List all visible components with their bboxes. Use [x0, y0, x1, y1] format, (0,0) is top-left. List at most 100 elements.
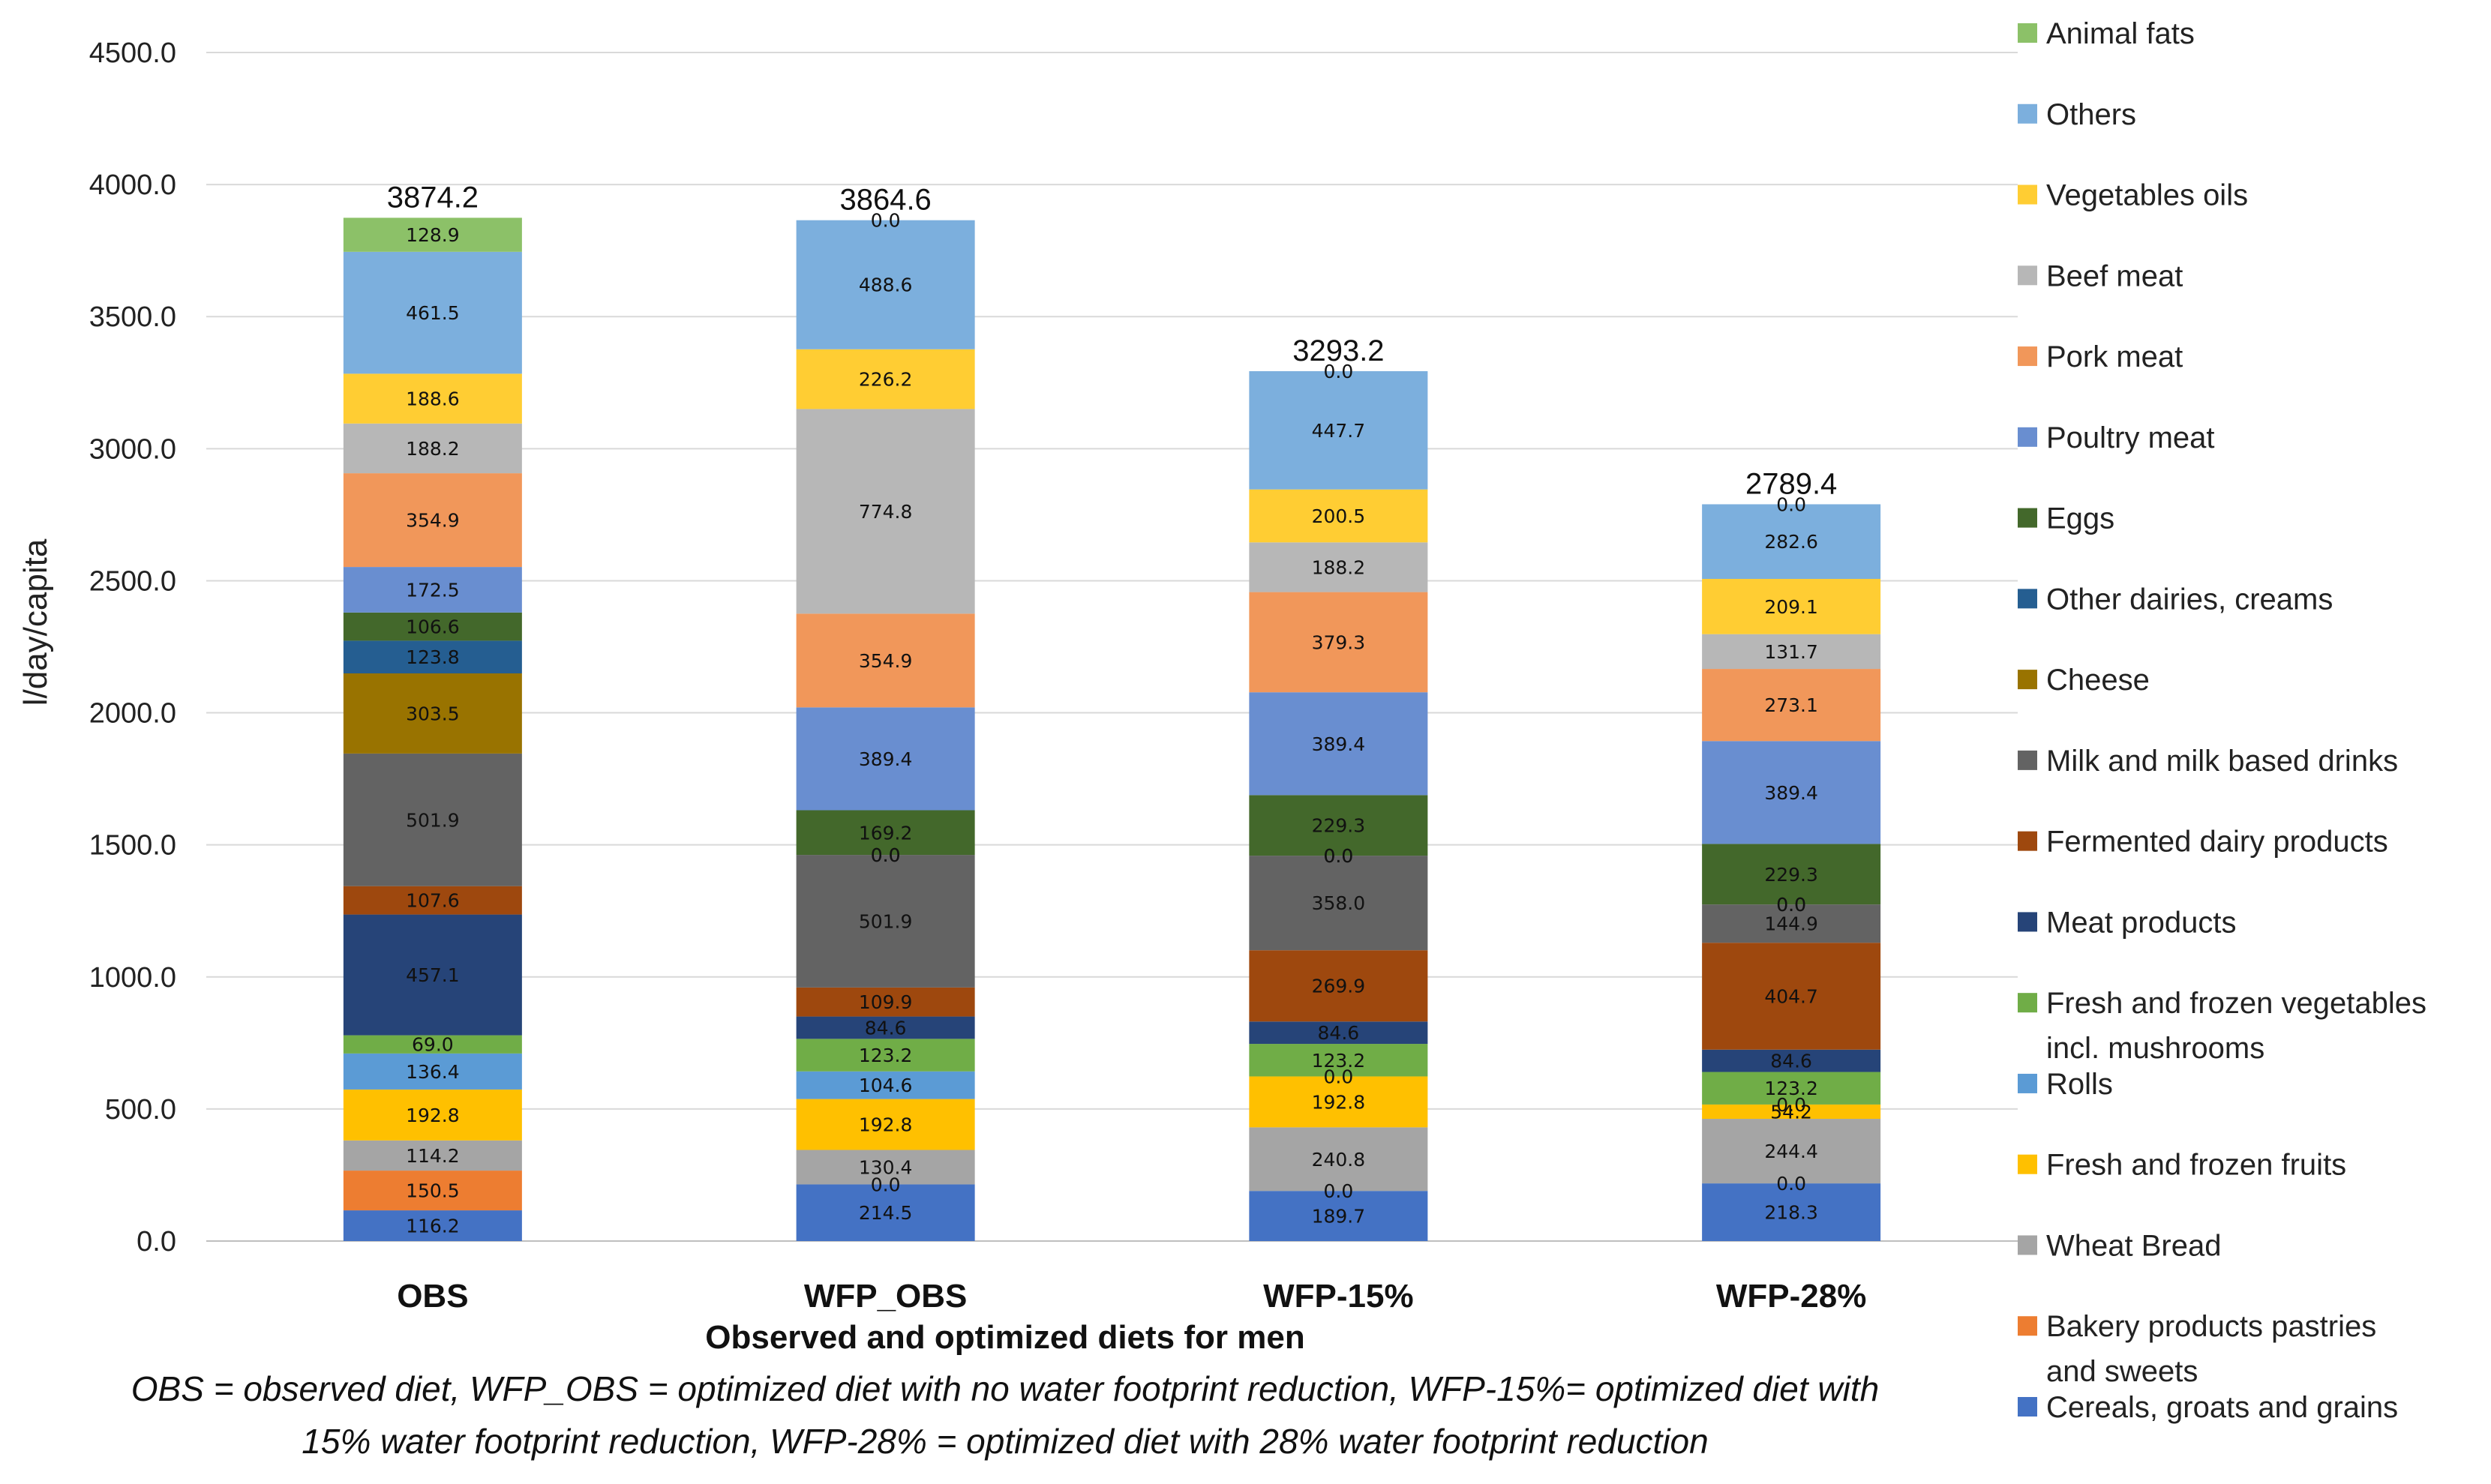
bar-segment-wfp-obs-fresh-and-frozen-vegetables-incl-mushrooms [796, 1039, 975, 1072]
bar-segment-wfp-28-poultry-meat [1702, 741, 1881, 844]
bar-segment-obs-other-dairies-creams [343, 640, 522, 674]
axes: l/day/capita Observed and optimized diet… [17, 37, 1866, 1356]
legend-label-vegetables-oils: Vegetables oils [2046, 179, 2248, 212]
y-tick-label: 0.0 [137, 1226, 176, 1258]
legend-swatch-vegetables-oils [2018, 184, 2037, 205]
y-tick-label: 1500.0 [89, 830, 176, 862]
bar-segment-wfp-obs-rolls [796, 1071, 975, 1099]
total-label-wfp-15: 3293.2 [1292, 334, 1384, 367]
x-tick-label-wfp-28: WFP-28% [1716, 1278, 1866, 1315]
data-label-wfp-obs-eggs: 169.2 [859, 822, 913, 844]
bar-segment-obs-cheese [343, 673, 522, 754]
y-tick-label: 2500.0 [89, 565, 176, 597]
data-label-wfp-obs-fermented-dairy-products: 109.9 [859, 991, 913, 1013]
bar-segment-obs-vegetables-oils [343, 373, 522, 424]
bar-segment-wfp-28-wheat-bread [1702, 1119, 1881, 1184]
bar-segment-wfp-obs-fermented-dairy-products [796, 987, 975, 1017]
data-label-wfp-obs-beef-meat: 774.8 [859, 501, 913, 523]
data-label-wfp-obs-pork-meat: 354.9 [859, 650, 913, 672]
x-axis-title: Observed and optimized diets for men [705, 1319, 1304, 1356]
legend-label-bakery-products-pastries-and-sweets-line-2: and sweets [2046, 1355, 2198, 1388]
legend-swatch-meat-products [2018, 912, 2037, 932]
data-label-obs-fresh-and-frozen-fruits: 192.8 [406, 1105, 460, 1126]
data-label-wfp-obs-rolls: 104.6 [859, 1075, 913, 1096]
legend-label-bakery-products-pastries-and-sweets: Bakery products pastries [2046, 1310, 2376, 1343]
data-label-wfp-15-meat-products: 84.6 [1318, 1022, 1360, 1044]
data-label-obs-bakery-products-pastries-and-sweets: 150.5 [406, 1180, 460, 1202]
legend-swatch-other-dairies-creams [2018, 589, 2037, 609]
bar-segment-obs-wheat-bread [343, 1140, 522, 1171]
y-tick-label: 4500.0 [89, 37, 176, 69]
bar-segment-wfp-obs-beef-meat [796, 409, 975, 614]
legend-swatch-cereals-groats-and-grains [2018, 1397, 2037, 1417]
data-label-obs-pork-meat: 354.9 [406, 510, 460, 532]
data-label-wfp-28-fresh-and-frozen-vegetables-incl-mushrooms: 123.2 [1764, 1078, 1818, 1099]
data-label-obs-vegetables-oils: 188.6 [406, 388, 460, 410]
data-label-wfp-obs-other-dairies-creams: 0.0 [871, 844, 901, 866]
bars [343, 217, 1881, 1241]
data-label-wfp-15-bakery-products-pastries-and-sweets: 0.0 [1323, 1180, 1353, 1202]
legend-swatch-wheat-bread [2018, 1235, 2037, 1255]
data-label-wfp-15-milk-and-milk-based-drinks: 358.0 [1312, 892, 1366, 914]
data-label-wfp-obs-cereals-groats-and-grains: 214.5 [859, 1202, 913, 1224]
legend-label-poultry-meat: Poultry meat [2046, 421, 2215, 454]
total-label-obs: 3874.2 [387, 181, 479, 214]
data-label-wfp-15-others: 447.7 [1312, 420, 1366, 442]
data-label-wfp-obs-others: 488.6 [859, 274, 913, 296]
data-label-wfp-28-cheese: 0.0 [1776, 894, 1806, 916]
bar-segment-wfp-15-fresh-and-frozen-fruits [1249, 1076, 1428, 1128]
data-label-wfp-15-animal-fats: 0.0 [1323, 361, 1353, 382]
bar-segment-wfp-28-milk-and-milk-based-drinks [1702, 904, 1881, 943]
bar-segment-wfp-28-pork-meat [1702, 669, 1881, 742]
data-label-wfp-obs-animal-fats: 0.0 [871, 210, 901, 232]
legend: Animal fats Others Vegetables oils Beef mea… [2018, 17, 2426, 1424]
legend-label-eggs: Eggs [2046, 502, 2114, 535]
caption-line-2: 15% water footprint reduction, WFP-28% =… [302, 1422, 1708, 1461]
x-tick-label-obs: OBS [397, 1278, 468, 1315]
bar-segment-wfp-15-vegetables-oils [1249, 489, 1428, 543]
data-label-obs-others: 461.5 [406, 302, 460, 324]
data-label-obs-beef-meat: 188.2 [406, 438, 460, 460]
data-label-wfp-obs-vegetables-oils: 226.2 [859, 369, 913, 391]
data-label-wfp-28-milk-and-milk-based-drinks: 144.9 [1764, 913, 1818, 935]
data-label-wfp-obs-fresh-and-frozen-fruits: 192.8 [859, 1114, 913, 1136]
data-label-wfp-28-other-dairies-creams: 0.0 [1776, 894, 1806, 916]
data-label-wfp-28-vegetables-oils: 209.1 [1764, 596, 1818, 618]
data-label-obs-rolls: 136.4 [406, 1061, 460, 1083]
bar-segment-obs-rolls [343, 1053, 522, 1090]
data-label-wfp-15-wheat-bread: 240.8 [1312, 1149, 1366, 1171]
bar-segment-wfp-15-beef-meat [1249, 542, 1428, 592]
data-label-wfp-28-others: 282.6 [1764, 531, 1818, 553]
bar-segment-obs-fresh-and-frozen-fruits [343, 1089, 522, 1141]
bar-segment-wfp-28-vegetables-oils [1702, 579, 1881, 634]
data-label-wfp-28-cereals-groats-and-grains: 218.3 [1764, 1202, 1818, 1224]
legend-label-pork-meat: Pork meat [2046, 340, 2183, 373]
y-tick-label: 2000.0 [89, 698, 176, 730]
bar-segment-obs-fresh-and-frozen-vegetables-incl-mushrooms [343, 1035, 522, 1054]
legend-label-cereals-groats-and-grains: Cereals, groats and grains [2046, 1391, 2398, 1424]
data-label-wfp-15-beef-meat: 188.2 [1312, 556, 1366, 578]
data-label-obs-wheat-bread: 114.2 [406, 1145, 460, 1167]
bar-segment-obs-eggs [343, 612, 522, 641]
bar-segment-wfp-obs-cereals-groats-and-grains [796, 1184, 975, 1241]
data-label-wfp-15-rolls: 0.0 [1323, 1066, 1353, 1087]
bar-segment-wfp-15-pork-meat [1249, 592, 1428, 693]
caption: OBS = observed diet, WFP_OBS = optimized… [131, 1369, 1879, 1461]
legend-label-fresh-and-frozen-vegetables-incl-mushrooms: Fresh and frozen vegetables [2046, 987, 2426, 1020]
bar-segment-wfp-15-poultry-meat [1249, 692, 1428, 796]
bar-segment-obs-others [343, 251, 522, 374]
legend-label-meat-products: Meat products [2046, 906, 2236, 939]
data-label-wfp-28-beef-meat: 131.7 [1764, 641, 1818, 663]
total-label-wfp-28: 2789.4 [1745, 467, 1837, 500]
x-tick-label-wfp-15: WFP-15% [1263, 1278, 1413, 1315]
data-label-wfp-obs-wheat-bread: 130.4 [859, 1156, 913, 1178]
data-label-obs-fermented-dairy-products: 107.6 [406, 890, 460, 912]
bar-segment-wfp-obs-wheat-bread [796, 1150, 975, 1185]
caption-line-1: OBS = observed diet, WFP_OBS = optimized… [131, 1369, 1879, 1408]
data-label-wfp-obs-poultry-meat: 389.4 [859, 748, 913, 770]
data-label-wfp-28-fermented-dairy-products: 404.7 [1764, 985, 1818, 1007]
y-tick-label: 3500.0 [89, 301, 176, 333]
y-tick-label: 3000.0 [89, 433, 176, 465]
bar-segment-wfp-28-cereals-groats-and-grains [1702, 1183, 1881, 1241]
data-label-obs-cheese: 303.5 [406, 703, 460, 724]
